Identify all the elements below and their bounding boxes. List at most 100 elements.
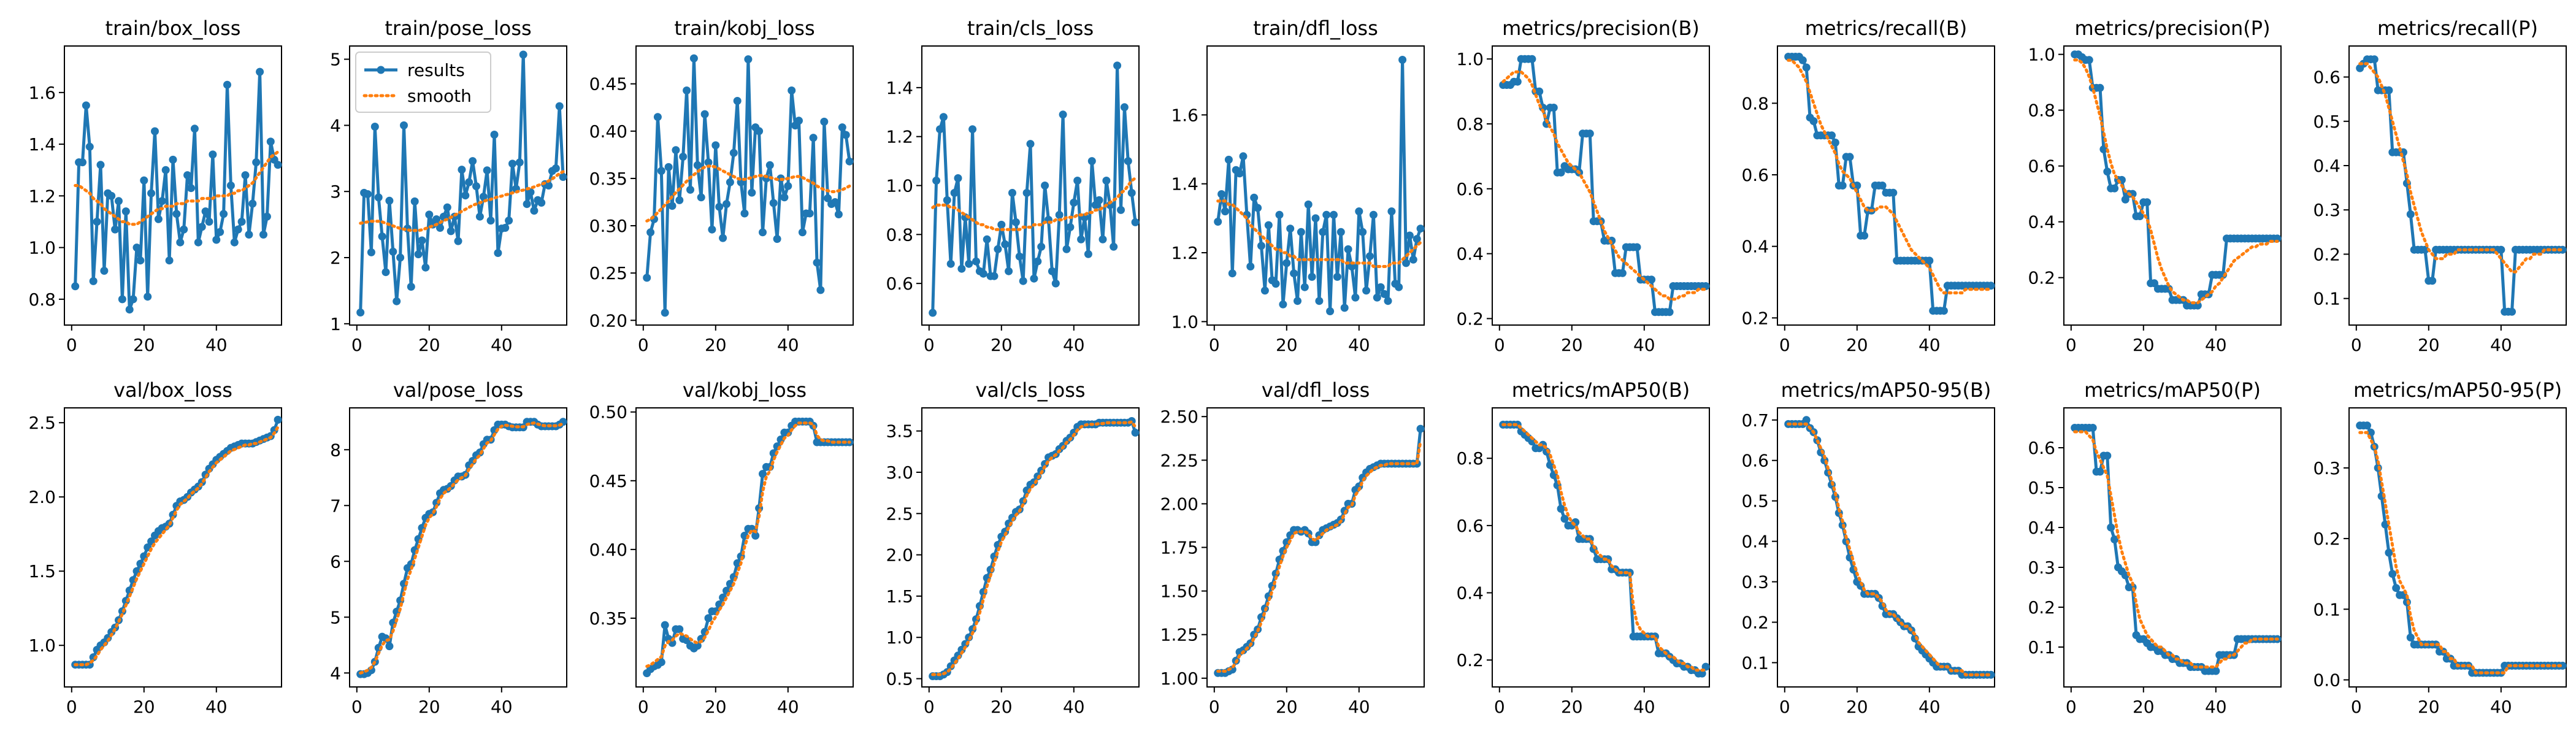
y-tick-label: 0.6 bbox=[886, 274, 913, 294]
results-point bbox=[1228, 269, 1236, 278]
results-point bbox=[838, 123, 846, 132]
results-point bbox=[82, 101, 90, 110]
results-point bbox=[259, 231, 267, 239]
axes-frame bbox=[349, 407, 567, 688]
results-point bbox=[483, 166, 491, 175]
results-point bbox=[946, 259, 955, 268]
results-point bbox=[1802, 416, 1811, 424]
subplot-14: metrics/mAP50(B) 0 20 40 0.2 0.4 0.6 0.8 bbox=[1456, 378, 1710, 717]
subplot-title: val/cls_loss bbox=[975, 378, 1085, 402]
axes-frame bbox=[1777, 45, 1995, 326]
results-point bbox=[965, 259, 973, 268]
axes-frame bbox=[2063, 45, 2282, 326]
results-point bbox=[410, 197, 419, 205]
smooth-line bbox=[2358, 431, 2564, 675]
x-tick-label: 0 bbox=[66, 335, 77, 355]
y-tick-label: 2.50 bbox=[1160, 407, 1198, 427]
results-point bbox=[1098, 235, 1107, 243]
results-point bbox=[212, 236, 221, 244]
smooth-line bbox=[1787, 422, 1993, 677]
y-tick-label: 0.1 bbox=[1741, 653, 1769, 673]
y-tick-label: 1.4 bbox=[28, 134, 56, 155]
legend: results smooth bbox=[355, 52, 491, 113]
results-point bbox=[664, 163, 673, 171]
y-tick-label: 0.5 bbox=[2313, 112, 2340, 132]
results-point bbox=[1416, 224, 1425, 233]
y-tick-label: 0.4 bbox=[1456, 244, 1484, 264]
subplot-title: metrics/mAP50-95(P) bbox=[2353, 378, 2562, 402]
x-tick-label: 0 bbox=[66, 697, 77, 717]
results-point bbox=[723, 200, 730, 209]
x-tick-label: 0 bbox=[1209, 697, 1220, 717]
y-tick-label: 2 bbox=[330, 248, 341, 268]
results-point bbox=[201, 207, 210, 216]
results-point bbox=[805, 209, 814, 218]
results-point bbox=[209, 150, 217, 159]
results-point bbox=[686, 185, 694, 194]
x-tick-label: 40 bbox=[2205, 697, 2227, 717]
results-point bbox=[657, 658, 665, 667]
results-point bbox=[367, 248, 375, 256]
results-point bbox=[653, 113, 662, 121]
results-point bbox=[2388, 570, 2397, 578]
results-line bbox=[1216, 58, 1422, 313]
results-point bbox=[2212, 667, 2220, 675]
results-point bbox=[486, 217, 495, 225]
results-point bbox=[1340, 304, 1349, 312]
results-point bbox=[389, 247, 397, 256]
smooth-line bbox=[1501, 423, 1708, 672]
results-point bbox=[465, 178, 473, 186]
results-point bbox=[89, 277, 98, 285]
results-point bbox=[1297, 228, 1305, 236]
results-point bbox=[220, 210, 228, 218]
x-tick-label: 20 bbox=[133, 335, 155, 355]
y-tick-label: 1.6 bbox=[28, 83, 56, 103]
results-point bbox=[824, 194, 832, 202]
results-point bbox=[555, 102, 564, 110]
y-tick-label: 1.2 bbox=[28, 186, 56, 206]
results-point bbox=[1048, 267, 1056, 275]
results-point bbox=[795, 117, 803, 125]
results-point bbox=[1359, 228, 1367, 236]
x-tick-label: 20 bbox=[418, 697, 440, 717]
results-point bbox=[1549, 104, 1558, 112]
y-tick-label: 1.4 bbox=[886, 78, 913, 98]
smooth-line bbox=[1216, 439, 1422, 673]
results-point bbox=[1665, 308, 1674, 316]
x-tick-label: 0 bbox=[1779, 335, 1790, 355]
results-point bbox=[769, 449, 778, 458]
subplot-title: val/dfl_loss bbox=[1262, 378, 1370, 402]
results-point bbox=[425, 210, 434, 219]
results-point bbox=[161, 166, 170, 174]
results-point bbox=[2508, 307, 2516, 316]
x-tick-label: 0 bbox=[924, 335, 935, 355]
y-tick-label: 0.1 bbox=[2313, 599, 2340, 619]
results-point bbox=[2406, 210, 2415, 218]
x-tick-label: 40 bbox=[2205, 335, 2227, 355]
results-point bbox=[1095, 196, 1103, 204]
results-markers bbox=[2356, 55, 2567, 316]
results-point bbox=[1413, 235, 1421, 243]
y-tick-label: 1.5 bbox=[28, 561, 56, 581]
y-tick-label: 1.5 bbox=[886, 586, 913, 607]
results-point bbox=[508, 159, 516, 168]
results-point bbox=[711, 141, 720, 150]
results-point bbox=[1022, 189, 1031, 197]
results-point bbox=[1264, 221, 1273, 229]
results-point bbox=[968, 125, 977, 134]
y-tick-label: 2.0 bbox=[886, 545, 913, 565]
results-point bbox=[519, 50, 527, 59]
subplot-title: metrics/mAP50(B) bbox=[1512, 378, 1690, 402]
results-point bbox=[1939, 307, 1948, 315]
y-tick-label: 2.5 bbox=[28, 413, 56, 433]
results-point bbox=[1355, 207, 1363, 216]
x-tick-label: 0 bbox=[1494, 697, 1505, 717]
results-point bbox=[929, 309, 937, 317]
x-tick-label: 0 bbox=[924, 697, 935, 717]
results-point bbox=[788, 86, 796, 94]
results-point bbox=[1633, 243, 1641, 251]
subplot-title: metrics/mAP50-95(B) bbox=[1781, 378, 1991, 402]
x-tick-label: 40 bbox=[2490, 697, 2512, 717]
smooth-line bbox=[359, 170, 565, 232]
results-point bbox=[1528, 55, 1536, 63]
